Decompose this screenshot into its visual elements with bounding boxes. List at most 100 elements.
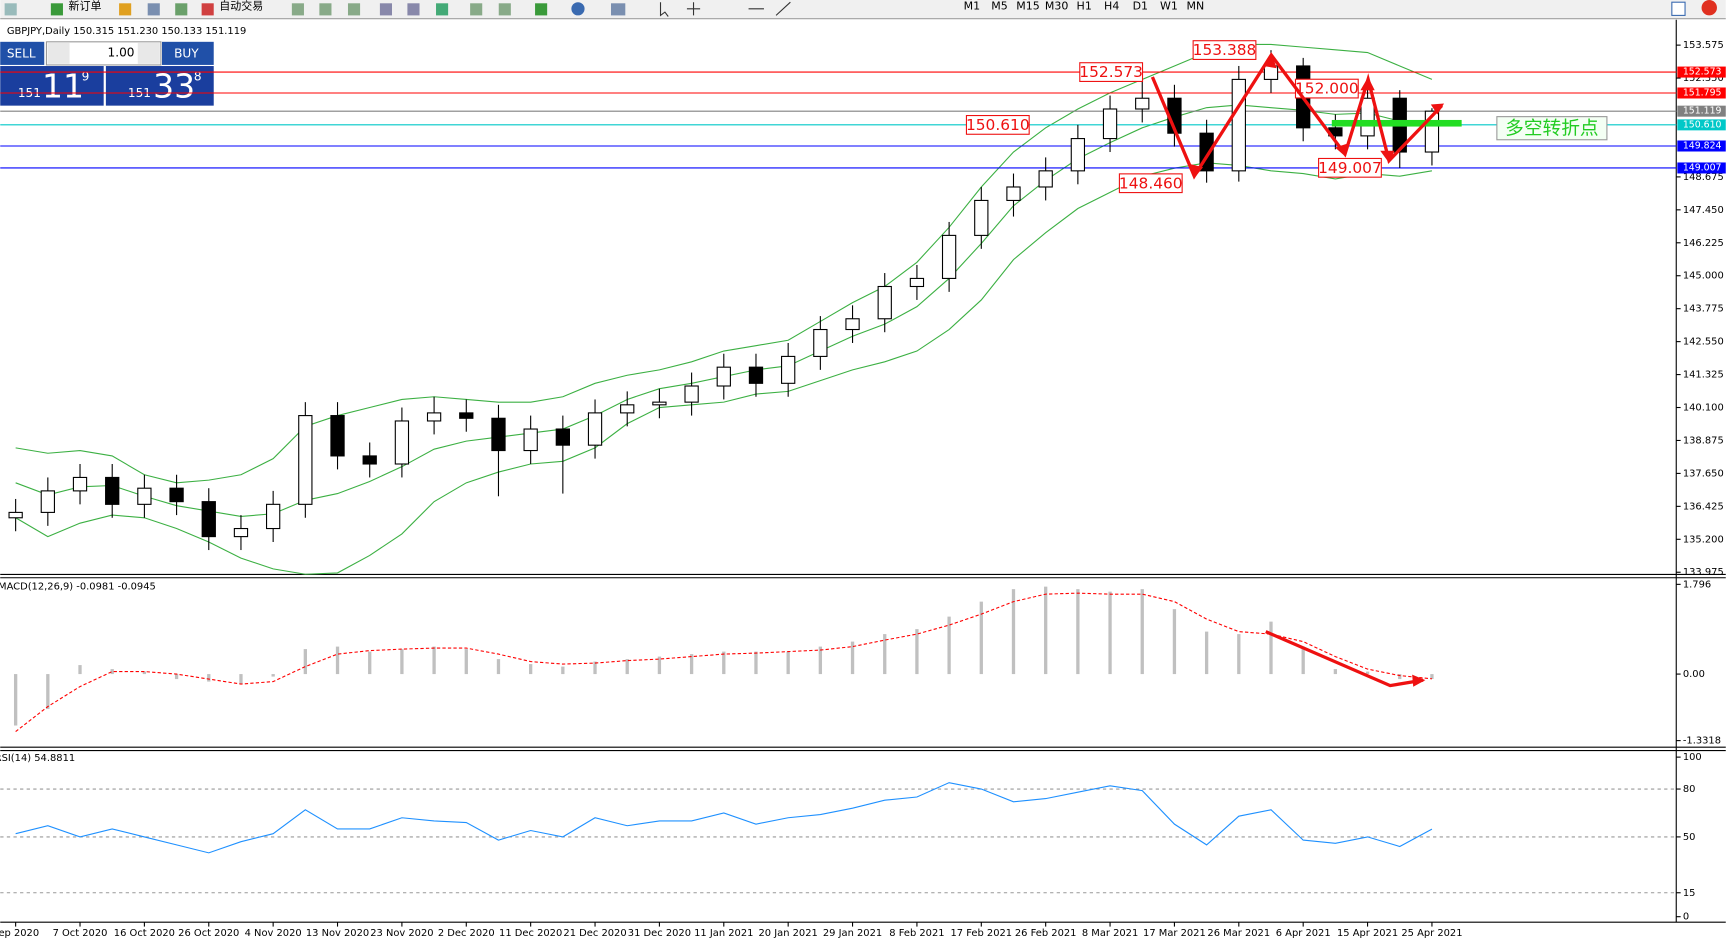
macd-bar: [1269, 621, 1273, 675]
icon[interactable]: [470, 3, 483, 16]
new-order[interactable]: 新订单: [68, 0, 101, 13]
icon[interactable]: [147, 3, 160, 16]
lot-value[interactable]: 1.00: [108, 45, 135, 59]
ask-box[interactable]: [105, 66, 214, 106]
level-label: 152.573: [1683, 67, 1722, 78]
icon[interactable]: [319, 3, 332, 16]
candle-body: [845, 318, 860, 331]
macd-bar: [818, 646, 823, 675]
y-tick-label: 100: [1683, 752, 1702, 763]
icon[interactable]: [379, 3, 392, 16]
timeframe[interactable]: M30: [1045, 0, 1069, 13]
timeframe[interactable]: W1: [1160, 0, 1178, 13]
x-tick-label: 26 Mar 2021: [1207, 928, 1270, 939]
y-tick-label: 0: [1683, 912, 1689, 923]
x-tick-label: 11 Jan 2021: [694, 928, 753, 939]
y-tick-label: 148.675: [1683, 172, 1724, 183]
buy-button[interactable]: [162, 41, 214, 65]
macd-bar: [496, 659, 501, 675]
level-tag: [1677, 87, 1726, 99]
candle-body: [974, 199, 989, 236]
icon[interactable]: [50, 3, 63, 16]
chart-title: GBPJPY,Daily 150.315 151.230 150.133 151…: [7, 26, 246, 37]
icon[interactable]: [535, 3, 548, 16]
note-box: [1496, 116, 1608, 141]
price-callout: [1192, 40, 1257, 60]
y-tick-label: 143.775: [1683, 304, 1724, 315]
macd-bar: [1301, 646, 1305, 675]
macd-bar: [239, 674, 243, 685]
bid-fraction: 9: [82, 70, 90, 84]
icon[interactable]: [201, 3, 214, 16]
icon[interactable]: [610, 3, 626, 16]
x-tick-label: 31 Dec 2020: [628, 928, 691, 939]
timeframe[interactable]: H1: [1077, 0, 1092, 13]
rsi-title: RSI(14) 54.8811: [0, 753, 75, 764]
macd-bar: [1044, 586, 1048, 675]
lot-down[interactable]: [47, 42, 70, 64]
price-callout: [1318, 157, 1382, 178]
price-callout-label: 148.460: [1119, 174, 1183, 192]
rsi-line: [15, 782, 1433, 854]
macd-bar: [915, 629, 919, 675]
y-tick-label: 136.425: [1683, 501, 1724, 512]
x-tick-label: Sep 2020: [0, 928, 39, 939]
x-tick-label: 6 Apr 2021: [1276, 928, 1331, 939]
icon[interactable]: [119, 3, 132, 16]
icon[interactable]: [436, 3, 449, 16]
icon[interactable]: [686, 2, 701, 16]
macd-bar: [1365, 671, 1370, 675]
candle-body: [137, 487, 152, 505]
icon[interactable]: [498, 3, 511, 16]
candle-body: [201, 501, 216, 538]
icon[interactable]: [1671, 1, 1686, 16]
lot-input[interactable]: [45, 41, 162, 66]
bid-box[interactable]: [0, 66, 104, 106]
y-tick-label: 145.000: [1683, 271, 1724, 282]
icon[interactable]: [347, 3, 361, 16]
timeframe[interactable]: M1: [964, 0, 981, 13]
candle-body: [265, 503, 281, 530]
icon[interactable]: [1701, 0, 1717, 16]
sell-label[interactable]: SELL: [7, 46, 36, 60]
icon[interactable]: [4, 3, 17, 16]
candle-body: [169, 487, 184, 503]
timeframe[interactable]: D1: [1133, 0, 1148, 13]
level-label: 149.824: [1683, 140, 1722, 151]
y-tick-label: 138.875: [1683, 435, 1724, 446]
zigzag-arrow: [1150, 52, 1444, 180]
lot-up[interactable]: [137, 42, 160, 64]
candle-body: [941, 234, 957, 279]
buy-label[interactable]: BUY: [174, 46, 199, 60]
auto-trading[interactable]: 自动交易: [219, 0, 263, 13]
timeframe[interactable]: MN: [1186, 0, 1204, 13]
macd-bar: [271, 674, 275, 677]
candle-body: [587, 412, 603, 446]
timeframe[interactable]: M5: [991, 0, 1008, 13]
icon[interactable]: [291, 3, 304, 16]
macd-bar: [1140, 589, 1144, 675]
analysis-drawings: 多空转折点: [1150, 52, 1608, 688]
icon[interactable]: [659, 2, 669, 17]
sell-button[interactable]: [0, 41, 45, 65]
macd-bar: [1430, 674, 1434, 679]
y-tick-label: 152.350: [1683, 73, 1724, 84]
macd-bar: [78, 665, 82, 675]
x-tick-label: 21 Dec 2020: [563, 928, 626, 939]
icon[interactable]: [571, 2, 585, 16]
macd-bar: [593, 661, 597, 675]
level-tag: [1677, 162, 1726, 174]
candle-body: [1231, 78, 1246, 172]
macd-bar: [1237, 634, 1241, 675]
icon[interactable]: [407, 3, 420, 16]
timeframe[interactable]: H4: [1104, 0, 1119, 13]
x-tick-label: 8 Mar 2021: [1082, 928, 1138, 939]
price-callout-label: 149.007: [1318, 159, 1382, 177]
icon[interactable]: [748, 1, 791, 16]
x-tick-label: 29 Jan 2021: [823, 928, 882, 939]
macd-bar: [722, 651, 726, 675]
timeframe[interactable]: M15: [1016, 0, 1040, 13]
macd-bar: [1172, 609, 1177, 675]
icon[interactable]: [175, 3, 188, 16]
